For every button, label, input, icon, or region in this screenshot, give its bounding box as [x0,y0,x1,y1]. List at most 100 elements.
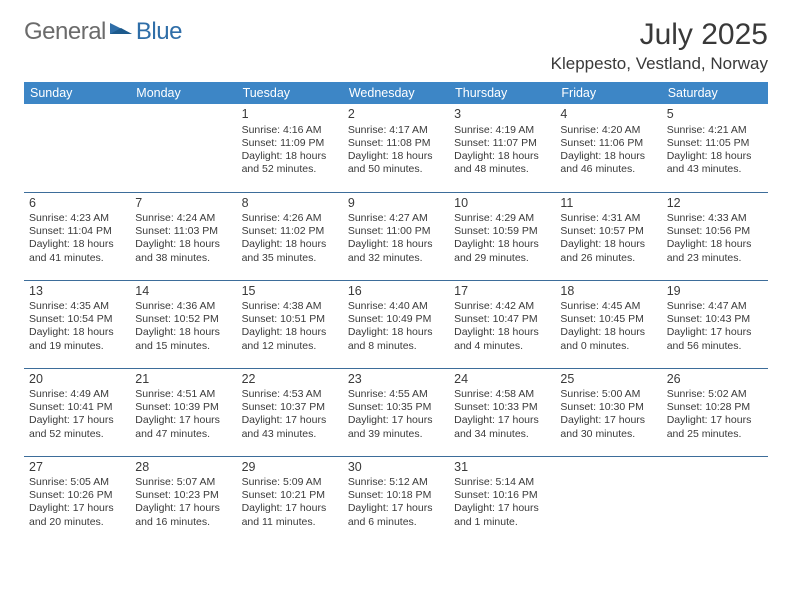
daylight-text: Daylight: 18 hours [348,150,444,163]
calendar-cell: 24Sunrise: 4:58 AMSunset: 10:33 PMDaylig… [449,368,555,456]
calendar-cell: 14Sunrise: 4:36 AMSunset: 10:52 PMDaylig… [130,280,236,368]
daylight-text: and 0 minutes. [560,340,656,353]
daylight-text: Daylight: 18 hours [454,150,550,163]
sunrise-text: Sunrise: 5:00 AM [560,388,656,401]
sunset-text: Sunset: 10:51 PM [242,313,338,326]
day-number: 23 [348,372,444,388]
calendar-cell: 5Sunrise: 4:21 AMSunset: 11:05 PMDayligh… [662,104,768,192]
sunrise-text: Sunrise: 4:31 AM [560,212,656,225]
daylight-text: Daylight: 18 hours [560,150,656,163]
daylight-text: and 43 minutes. [667,163,763,176]
daylight-text: and 50 minutes. [348,163,444,176]
sunrise-text: Sunrise: 4:35 AM [29,300,125,313]
day-number: 18 [560,284,656,300]
daylight-text: Daylight: 17 hours [560,414,656,427]
daylight-text: Daylight: 17 hours [348,414,444,427]
calendar-cell: 4Sunrise: 4:20 AMSunset: 11:06 PMDayligh… [555,104,661,192]
calendar-cell [662,456,768,544]
sunset-text: Sunset: 10:26 PM [29,489,125,502]
logo-text-general: General [24,18,106,46]
day-number: 21 [135,372,231,388]
sunset-text: Sunset: 10:45 PM [560,313,656,326]
calendar-cell: 29Sunrise: 5:09 AMSunset: 10:21 PMDaylig… [237,456,343,544]
location-text: Kleppesto, Vestland, Norway [551,54,768,74]
day-number: 9 [348,196,444,212]
day-number: 27 [29,460,125,476]
daylight-text: Daylight: 18 hours [560,238,656,251]
sunset-text: Sunset: 11:06 PM [560,137,656,150]
day-number: 22 [242,372,338,388]
calendar-cell: 11Sunrise: 4:31 AMSunset: 10:57 PMDaylig… [555,192,661,280]
day-header: Tuesday [237,82,343,104]
daylight-text: Daylight: 18 hours [348,326,444,339]
sunset-text: Sunset: 11:02 PM [242,225,338,238]
calendar-cell: 13Sunrise: 4:35 AMSunset: 10:54 PMDaylig… [24,280,130,368]
daylight-text: Daylight: 17 hours [667,326,763,339]
daylight-text: and 52 minutes. [29,428,125,441]
sunset-text: Sunset: 10:47 PM [454,313,550,326]
sunrise-text: Sunrise: 4:38 AM [242,300,338,313]
sunrise-text: Sunrise: 4:40 AM [348,300,444,313]
daylight-text: Daylight: 18 hours [667,238,763,251]
day-number: 6 [29,196,125,212]
header: General Blue July 2025 Kleppesto, Vestla… [24,18,768,74]
calendar-cell [24,104,130,192]
daylight-text: and 16 minutes. [135,516,231,529]
daylight-text: Daylight: 18 hours [29,326,125,339]
daylight-text: and 56 minutes. [667,340,763,353]
daylight-text: and 39 minutes. [348,428,444,441]
calendar-row: 27Sunrise: 5:05 AMSunset: 10:26 PMDaylig… [24,456,768,544]
daylight-text: and 8 minutes. [348,340,444,353]
daylight-text: Daylight: 18 hours [667,150,763,163]
daylight-text: and 15 minutes. [135,340,231,353]
calendar-cell: 10Sunrise: 4:29 AMSunset: 10:59 PMDaylig… [449,192,555,280]
sunrise-text: Sunrise: 4:45 AM [560,300,656,313]
daylight-text: and 4 minutes. [454,340,550,353]
calendar-cell: 17Sunrise: 4:42 AMSunset: 10:47 PMDaylig… [449,280,555,368]
sunrise-text: Sunrise: 5:12 AM [348,476,444,489]
calendar-table: Sunday Monday Tuesday Wednesday Thursday… [24,82,768,544]
calendar-cell: 12Sunrise: 4:33 AMSunset: 10:56 PMDaylig… [662,192,768,280]
daylight-text: and 46 minutes. [560,163,656,176]
calendar-cell: 30Sunrise: 5:12 AMSunset: 10:18 PMDaylig… [343,456,449,544]
calendar-body: 1Sunrise: 4:16 AMSunset: 11:09 PMDayligh… [24,104,768,544]
sunset-text: Sunset: 10:23 PM [135,489,231,502]
page-title: July 2025 [551,18,768,52]
daylight-text: Daylight: 18 hours [560,326,656,339]
calendar-cell: 8Sunrise: 4:26 AMSunset: 11:02 PMDayligh… [237,192,343,280]
daylight-text: Daylight: 17 hours [667,414,763,427]
daylight-text: and 38 minutes. [135,252,231,265]
day-number: 26 [667,372,763,388]
calendar-row: 20Sunrise: 4:49 AMSunset: 10:41 PM Daylig… [24,368,768,456]
day-number: 12 [667,196,763,212]
sunset-text: Sunset: 10:35 PM [348,401,444,414]
sunset-text: Sunset: 11:09 PM [242,137,338,150]
daylight-text: Daylight: 18 hours [135,238,231,251]
day-number: 30 [348,460,444,476]
calendar-cell: 28Sunrise: 5:07 AMSunset: 10:23 PMDaylig… [130,456,236,544]
sunrise-text: Sunrise: 4:33 AM [667,212,763,225]
sunset-text: Sunset: 10:41 PM [29,401,125,414]
calendar-row: 13Sunrise: 4:35 AMSunset: 10:54 PMDaylig… [24,280,768,368]
daylight-text: and 19 minutes. [29,340,125,353]
page: General Blue July 2025 Kleppesto, Vestla… [0,0,792,562]
day-header: Saturday [662,82,768,104]
day-number: 17 [454,284,550,300]
day-number: 20 [29,372,125,388]
sunrise-text: Sunrise: 4:49 AM [29,388,125,401]
daylight-text: and 26 minutes. [560,252,656,265]
day-number: 4 [560,107,656,123]
day-number: 25 [560,372,656,388]
calendar-cell: 7Sunrise: 4:24 AMSunset: 11:03 PMDayligh… [130,192,236,280]
calendar-cell: 20Sunrise: 4:49 AMSunset: 10:41 PMDaylig… [24,368,130,456]
title-block: July 2025 Kleppesto, Vestland, Norway [551,18,768,74]
sunset-text: Sunset: 10:49 PM [348,313,444,326]
daylight-text: and 23 minutes. [667,252,763,265]
daylight-text: and 29 minutes. [454,252,550,265]
sunrise-text: Sunrise: 4:47 AM [667,300,763,313]
day-header: Sunday [24,82,130,104]
daylight-text: and 25 minutes. [667,428,763,441]
sunset-text: Sunset: 10:33 PM [454,401,550,414]
sunset-text: Sunset: 10:39 PM [135,401,231,414]
calendar-cell: 3Sunrise: 4:19 AMSunset: 11:07 PMDayligh… [449,104,555,192]
